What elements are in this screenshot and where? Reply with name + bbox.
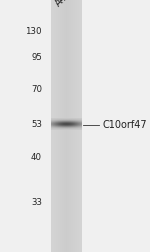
Text: 130: 130 xyxy=(26,27,42,36)
Text: 40: 40 xyxy=(31,153,42,162)
Text: C10orf47: C10orf47 xyxy=(102,120,147,130)
Text: A431: A431 xyxy=(54,0,78,9)
Text: 70: 70 xyxy=(31,85,42,94)
Text: 33: 33 xyxy=(31,198,42,207)
Text: 53: 53 xyxy=(31,120,42,129)
Text: 95: 95 xyxy=(31,53,42,62)
